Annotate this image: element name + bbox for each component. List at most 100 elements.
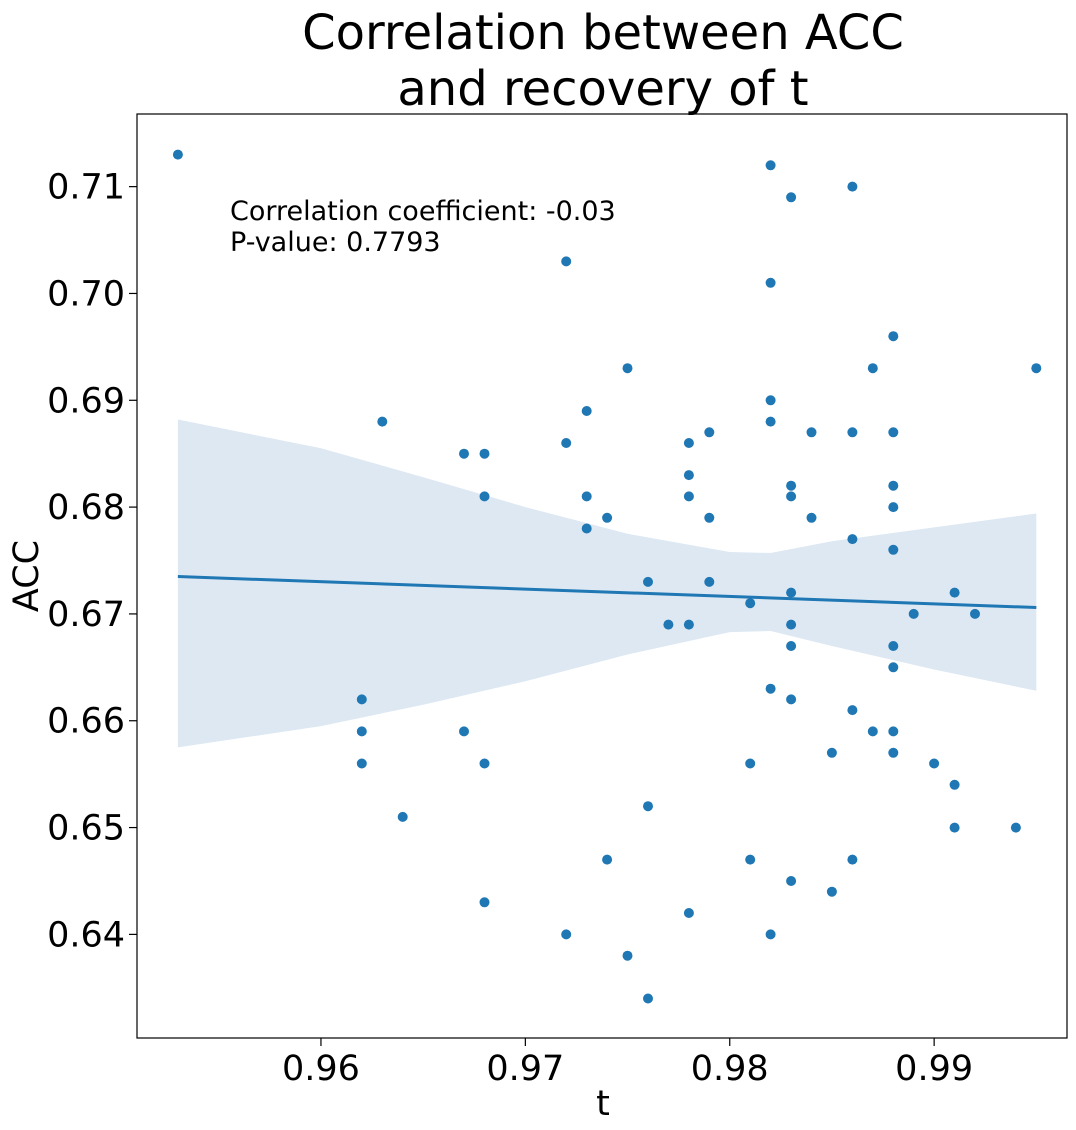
scatter-point [479,448,490,459]
scatter-point [847,705,858,716]
y-tick-label: 0.65 [47,809,125,849]
x-tick-label: 0.99 [895,1049,973,1089]
chart-title-line-1: Correlation between ACC [302,5,904,61]
scatter-point [867,726,878,737]
scatter-point [806,427,817,438]
scatter-point [867,363,878,374]
scatter-point [949,822,960,833]
scatter-point [745,598,756,609]
scatter-point [888,726,899,737]
confidence-band-layer [177,419,1037,748]
scatter-point [683,619,694,630]
scatter-point [683,908,694,918]
scatter-point [786,876,797,886]
scatter-point [888,331,899,342]
scatter-point [643,576,653,587]
scatter-point [826,747,837,758]
scatter-point [786,587,797,598]
scatter-point [786,480,797,491]
scatter-point [786,694,797,705]
scatter-point [745,854,756,865]
scatter-point [561,929,572,940]
y-tick-label: 0.68 [47,488,125,528]
y-tick-label: 0.67 [47,595,125,635]
scatter-point [683,491,694,502]
scatter-point [765,395,776,406]
scatter-point [479,758,490,769]
scatter-point [459,726,469,737]
regression-line [177,575,1037,610]
scatter-point [704,512,715,523]
x-tick-label: 0.97 [486,1049,564,1089]
scatter-point [908,608,919,619]
scatter-point [622,950,633,961]
x-tick-label: 0.96 [282,1049,360,1089]
scatter-point [356,726,367,737]
scatter-point [622,363,633,374]
y-tick-label: 0.70 [47,274,125,314]
scatter-point [888,502,899,513]
scatter-point [397,811,408,822]
scatter-point [765,683,776,694]
scatter-point [459,448,469,459]
scatter-point [581,491,592,502]
scatter-point [847,534,858,545]
y-tick-label: 0.64 [47,915,125,955]
scatter-point [826,886,837,897]
scatter-point [683,438,694,448]
scatter-point [888,641,899,651]
scatter-point [581,406,592,416]
scatter-point [643,993,653,1004]
chart-title-line-2: and recovery of t [397,61,808,117]
scatter-point [970,608,980,619]
chart-title: Correlation between ACC and recovery of … [302,5,904,117]
x-axis-ticks: 0.96 0.97 0.98 0.99 [282,1038,973,1089]
scatter-point [704,427,715,438]
scatter-point [172,149,183,160]
scatter-point [377,416,388,427]
scatter-point [602,512,613,523]
scatter-point [356,694,367,705]
scatter-point [1010,822,1021,833]
scatter-point [356,758,367,769]
scatter-point [949,779,960,790]
scatter-point [847,854,858,865]
p-value-text: P-value: 0.7793 [230,227,441,258]
scatter-point [479,491,490,502]
scatter-point [643,801,653,812]
scatter-point [786,641,797,651]
confidence-band [177,419,1037,748]
scatter-point [786,491,797,502]
scatter-point [745,758,756,769]
scatter-point [888,480,899,491]
scatter-point [806,512,817,523]
y-tick-label: 0.69 [47,381,125,421]
scatter-point [581,523,592,534]
stats-annotation: Correlation coefficient: -0.03 P-value: … [230,196,616,258]
scatter-point [847,427,858,438]
scatter-point [786,192,797,203]
scatter-point [704,576,715,587]
y-tick-label: 0.71 [47,168,125,208]
scatter-point [765,277,776,288]
scatter-point [949,587,960,598]
plot-area-frame [136,113,1068,1039]
scatter-point [847,181,858,192]
scatter-point [786,619,797,630]
scatter-point [479,897,490,908]
scatter-points-layer [172,149,1042,1004]
correlation-coefficient-text: Correlation coefficient: -0.03 [230,196,616,227]
scatter-point [663,619,674,630]
x-tick-label: 0.98 [691,1049,769,1089]
y-tick-label: 0.66 [47,702,125,742]
scatter-point [561,256,572,267]
scatter-point [888,747,899,758]
y-axis-ticks: 0.64 0.65 0.66 0.67 0.68 0.69 0.70 0.71 [47,168,137,955]
scatter-point [1031,363,1042,374]
scatter-point [561,438,572,448]
scatter-point [929,758,940,769]
scatter-point [888,544,899,555]
scatter-point [888,427,899,438]
y-axis-label: ACC [7,540,47,612]
